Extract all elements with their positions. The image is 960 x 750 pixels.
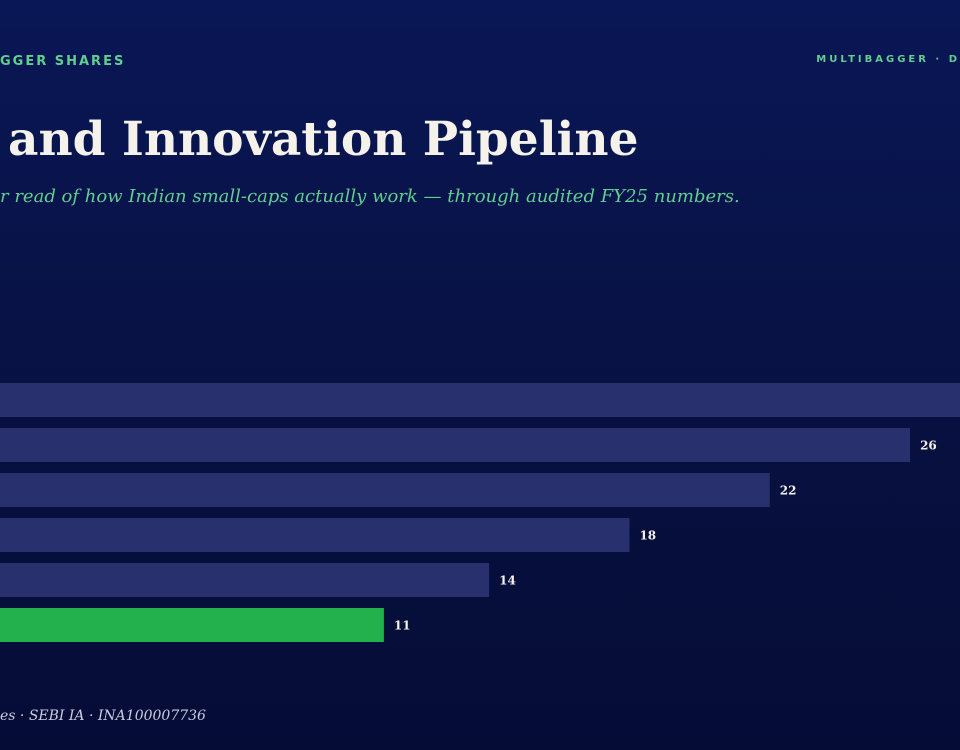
footer: es · SEBI IA · INA100007736 — [0, 708, 206, 724]
subtitle: r read of how Indian small-caps actually… — [0, 186, 740, 207]
bar — [0, 608, 384, 642]
brand: MULTIBAGGER · D — [816, 54, 960, 65]
value-label: 26 — [920, 439, 937, 453]
value-label: 14 — [499, 574, 516, 588]
title: and Innovation Pipeline — [8, 112, 639, 167]
value-label: 18 — [639, 529, 656, 543]
bar — [0, 518, 630, 552]
bar — [0, 383, 960, 417]
bar — [0, 473, 770, 507]
value-label: 22 — [780, 484, 797, 498]
value-label: 11 — [394, 619, 411, 633]
bar — [0, 563, 490, 597]
kicker: GGER SHARES — [0, 54, 126, 69]
bar — [0, 428, 911, 462]
